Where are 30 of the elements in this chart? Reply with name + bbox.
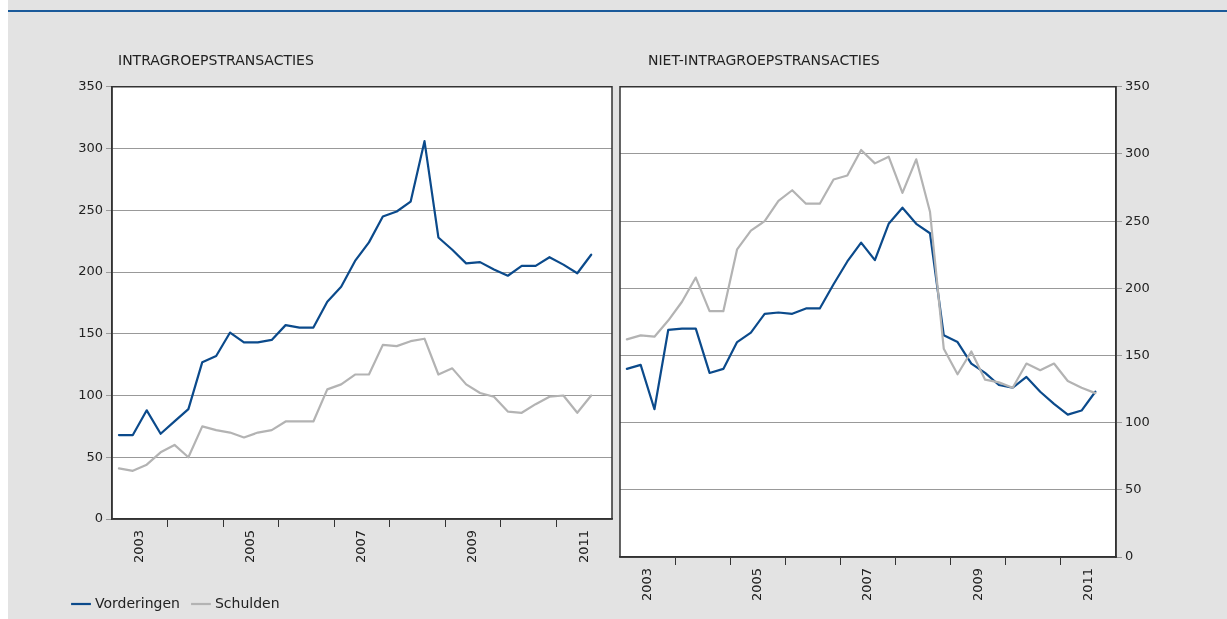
legend-label: Schulden [214,594,280,611]
y-tick-label: 250 [78,201,103,217]
y-tick-label: 50 [1125,481,1142,497]
x-tick-label: 2007 [353,530,369,564]
y-tick-label: 250 [1125,212,1150,228]
y-tick-label: 150 [1125,346,1150,362]
y-tick-label: 350 [1125,78,1150,94]
x-tick-label: 2005 [242,530,258,564]
y-tick-label: 350 [78,78,103,94]
x-tick-label: 2009 [969,568,985,602]
y-tick-label: 0 [1125,548,1134,564]
y-tick-label: 100 [78,386,103,402]
x-tick-label: 2005 [749,568,765,602]
x-tick-label: 2009 [464,530,480,564]
chart-title: INTRAGROEPSTRANSACTIES [118,52,314,68]
x-tick-label: 2007 [859,568,875,602]
x-tick-label: 2003 [131,530,147,564]
x-tick-label: 2011 [1079,568,1095,602]
legend-label: Vorderingen [95,594,180,611]
y-tick-label: 200 [78,263,103,279]
chart-title: NIET-INTRAGROEPSTRANSACTIES [648,52,880,68]
y-tick-label: 50 [86,448,103,464]
y-tick-label: 300 [1125,145,1150,161]
y-tick-label: 100 [1125,414,1150,430]
y-tick-label: 300 [78,139,103,155]
x-tick-label: 2011 [575,530,591,564]
x-tick-label: 2003 [638,568,654,602]
y-tick-label: 0 [94,510,103,526]
y-tick-label: 200 [1125,279,1150,295]
y-tick-label: 150 [78,325,103,341]
